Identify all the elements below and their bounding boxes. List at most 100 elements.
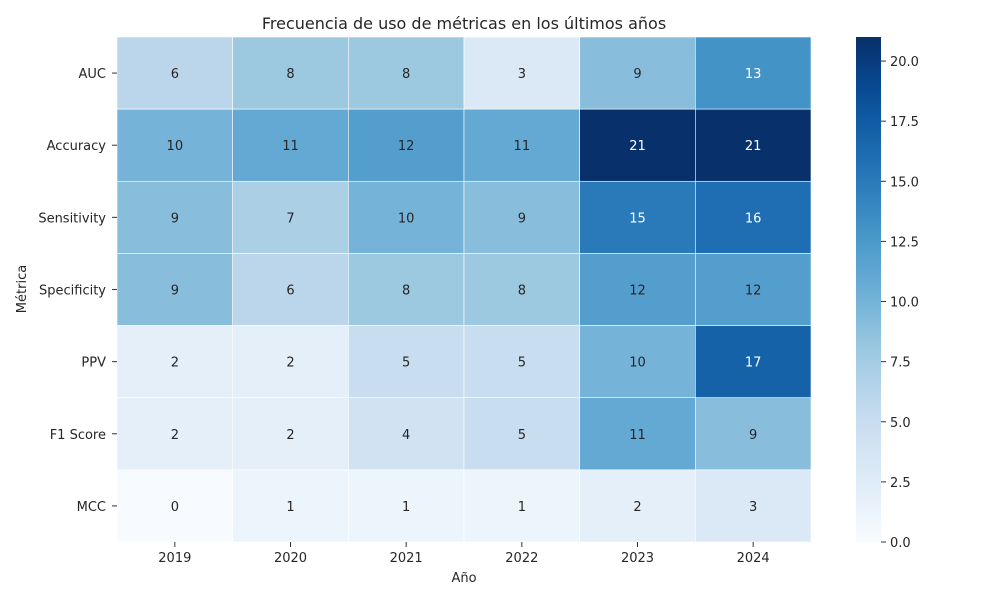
cell-value-label: 8 <box>518 284 526 299</box>
cell-value-label: 17 <box>745 356 762 371</box>
y-tick-label: Accuracy <box>47 139 107 154</box>
cell-value-label: 0 <box>171 500 179 515</box>
heatmap-cell <box>232 180 349 254</box>
y-tick-label: PPV <box>81 356 106 371</box>
cell-value-label: 5 <box>402 356 410 371</box>
y-tick-label: Specificity <box>39 284 106 299</box>
colorbar-tick-label: 0.0 <box>890 536 911 551</box>
heatmap-cells <box>116 36 812 543</box>
cell-value-label: 21 <box>629 139 646 154</box>
heatmap-cell <box>348 180 465 254</box>
cell-value-label: 6 <box>171 67 179 82</box>
cell-value-label: 3 <box>518 67 526 82</box>
heatmap-cell <box>695 36 812 110</box>
heatmap-cell <box>348 325 465 399</box>
x-tick-label: 2019 <box>158 551 191 566</box>
heatmap-cell <box>463 108 580 182</box>
x-tick-label: 2022 <box>505 551 538 566</box>
heatmap-cell <box>348 36 465 110</box>
heatmap-cell <box>579 180 696 254</box>
heatmap-cell <box>116 180 233 254</box>
cell-value-label: 2 <box>286 428 294 443</box>
cell-value-label: 1 <box>402 500 410 515</box>
cell-value-label: 8 <box>402 67 410 82</box>
heatmap-cell <box>695 180 812 254</box>
heatmap-cell <box>695 397 812 471</box>
x-tick-label: 2021 <box>390 551 423 566</box>
cell-value-label: 1 <box>518 500 526 515</box>
colorbar-ticks: 0.0 2.5 5.0 7.5 10.0 12.5 15.0 17.5 20.0 <box>881 55 919 551</box>
heatmap-cell <box>116 108 233 182</box>
cell-value-label: 12 <box>398 139 415 154</box>
heatmap-cell <box>116 36 233 110</box>
x-tick-label: 2020 <box>274 551 307 566</box>
cell-value-label: 5 <box>518 428 526 443</box>
chart-title: Frecuencia de uso de métricas en los últ… <box>262 14 666 33</box>
cell-value-label: 9 <box>633 67 641 82</box>
heatmap-cell <box>348 469 465 543</box>
heatmap-cell <box>232 108 349 182</box>
heatmap-cell <box>579 253 696 326</box>
heatmap-cell <box>463 397 580 471</box>
heatmap-cell <box>463 36 580 110</box>
cell-value-label: 10 <box>398 211 415 226</box>
cell-value-label: 8 <box>286 67 294 82</box>
colorbar-tick-label: 17.5 <box>890 115 919 130</box>
colorbar-tick-label: 12.5 <box>890 235 919 250</box>
cell-value-label: 15 <box>629 211 646 226</box>
cell-value-label: 21 <box>745 139 762 154</box>
cell-value-label: 11 <box>514 139 531 154</box>
cell-value-label: 16 <box>745 211 762 226</box>
x-tick-label: 2024 <box>737 551 770 566</box>
cell-value-label: 1 <box>286 500 294 515</box>
cell-value-label: 9 <box>171 211 179 226</box>
cell-value-label: 9 <box>171 284 179 299</box>
heatmap-cell <box>116 469 233 543</box>
heatmap-cell <box>579 397 696 471</box>
y-tick-label: F1 Score <box>50 428 106 443</box>
y-tick-label: Sensitivity <box>38 211 106 226</box>
cell-value-label: 3 <box>749 500 757 515</box>
heatmap-cell <box>348 253 465 326</box>
cell-value-label: 9 <box>749 428 757 443</box>
cell-value-label: 8 <box>402 284 410 299</box>
cell-value-label: 6 <box>286 284 294 299</box>
cell-value-label: 10 <box>167 139 184 154</box>
heatmap-cell <box>232 253 349 326</box>
heatmap-cell <box>579 36 696 110</box>
y-axis: AUC Accuracy Sensitivity Specificity PPV F1 S… <box>38 67 117 515</box>
colorbar-tick-label: 10.0 <box>890 296 919 311</box>
heatmap-cell <box>232 469 349 543</box>
heatmap-cell <box>463 325 580 399</box>
heatmap-cell <box>463 180 580 254</box>
heatmap-cell <box>695 108 812 182</box>
heatmap-cell <box>579 325 696 399</box>
colorbar-tick-label: 5.0 <box>890 416 911 431</box>
heatmap-cell <box>463 253 580 326</box>
cell-value-label: 7 <box>286 211 294 226</box>
cell-value-label: 4 <box>402 428 410 443</box>
heatmap-cell <box>695 325 812 399</box>
heatmap-cell <box>695 253 812 326</box>
heatmap-cell <box>695 469 812 543</box>
cell-value-label: 5 <box>518 356 526 371</box>
cell-value-label: 9 <box>518 211 526 226</box>
cell-value-label: 10 <box>629 356 646 371</box>
cell-value-label: 11 <box>629 428 646 443</box>
cell-value-label: 13 <box>745 67 762 82</box>
cell-value-label: 11 <box>282 139 299 154</box>
colorbar-tick-label: 2.5 <box>890 476 911 491</box>
cell-value-label: 2 <box>171 428 179 443</box>
heatmap-cell <box>463 469 580 543</box>
cell-value-label: 2 <box>171 356 179 371</box>
x-tick-label: 2023 <box>621 551 654 566</box>
y-axis-label: Métrica <box>15 265 30 313</box>
heatmap-cell <box>116 253 233 326</box>
y-tick-label: MCC <box>77 500 106 515</box>
cell-value-label: 2 <box>633 500 641 515</box>
x-axis: 2019 2020 2021 2022 2023 2024 <box>158 542 770 566</box>
colorbar-tick-label: 7.5 <box>890 356 911 371</box>
heatmap-cell <box>232 36 349 110</box>
heatmap-cell <box>116 325 233 399</box>
